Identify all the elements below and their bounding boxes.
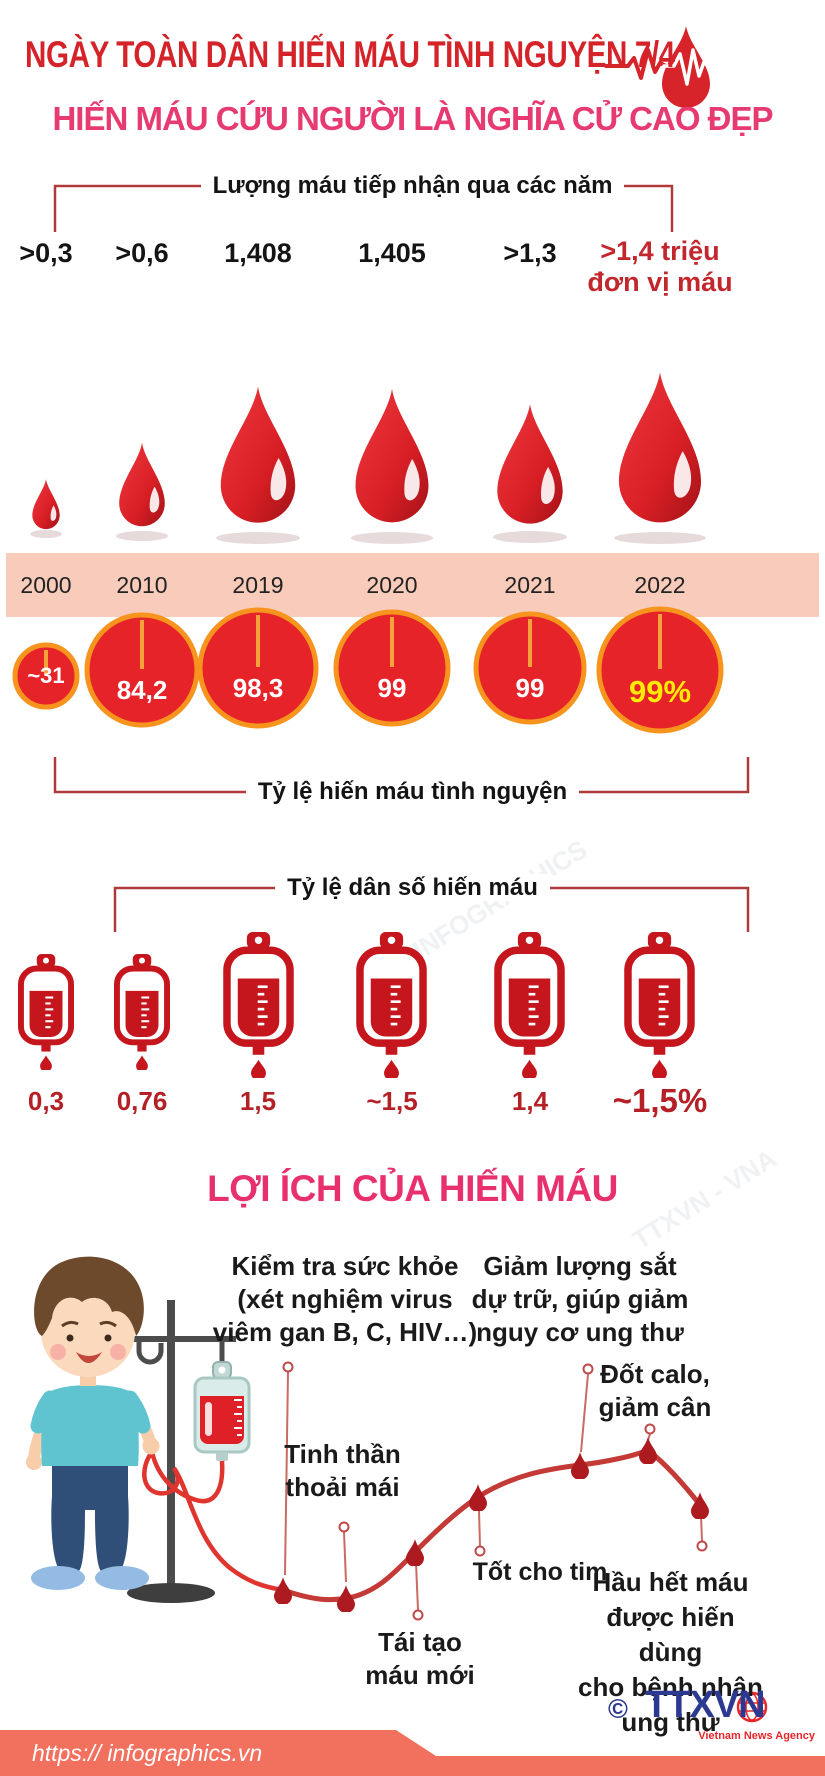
globe-icon (736, 1691, 768, 1723)
voluntary-rate-2021: 99 (515, 673, 545, 703)
curve-drop-marker (639, 1437, 657, 1464)
blood-drops-row (30, 372, 706, 544)
year-label: 2020 (366, 572, 418, 598)
voluntary-rate-2000: ~31 (27, 663, 65, 688)
benefits-section-title: LỢI ÍCH CỦA HIẾN MÁU (207, 1168, 618, 1209)
benefit-mental-comfort: Tinh thần thoải mái (284, 1439, 401, 1502)
voluntary-rate-2010: 84,2 (116, 675, 168, 705)
drop-2022 (618, 372, 702, 523)
year-label: 2022 (634, 572, 686, 598)
population-rate-2019: 1,5 (239, 1086, 277, 1116)
curve-drop-marker (274, 1577, 292, 1604)
years-banner (6, 553, 819, 617)
page-title: NGÀY TOÀN DÂN HIẾN MÁU TÌNH NGUYỆN 7/4 (25, 34, 675, 75)
footer-url[interactable]: https:// infographics.vn (32, 1740, 263, 1766)
footer-ribbon (0, 1730, 825, 1776)
population-section-title: Tỷ lệ dân số hiến máu (0, 874, 825, 902)
leader-dots (282, 1361, 708, 1621)
boy-donor-illustration (26, 1256, 284, 1603)
drop-2020 (355, 388, 429, 523)
population-rate-2020: ~1,5 (366, 1086, 418, 1116)
bag-2020 (360, 932, 423, 1080)
year-label: 2010 (116, 572, 168, 598)
rate-circle-2000 (12, 642, 80, 710)
benefit-burn-calories: Đốt calo, giảm cân (598, 1359, 712, 1422)
rate-circle-2022 (596, 606, 724, 734)
drop-2021 (497, 404, 563, 524)
volume-value-2021: >1,3 (503, 238, 557, 268)
year-label: 2021 (504, 572, 556, 598)
year-label: 2019 (232, 572, 284, 598)
volume-value-2022: >1,4 triệu đơn vị máu (580, 236, 740, 298)
bag-2010 (117, 954, 167, 1072)
population-rate-2010: 0,76 (116, 1086, 168, 1116)
curve-drop-marker (337, 1585, 355, 1612)
volume-section-title: Lượng máu tiếp nhận qua các năm (0, 172, 825, 200)
volume-value-2010: >0,6 (115, 238, 169, 268)
copyright-symbol: © (608, 1694, 628, 1724)
benefits-curve (274, 1361, 709, 1621)
drop-2010 (119, 442, 165, 527)
benefit-new-blood: Tái tạo máu mới (365, 1627, 475, 1690)
voluntary-section-title: Tỷ lệ hiến máu tình nguyện (0, 778, 825, 806)
benefit-good-for-heart: Tốt cho tim (472, 1558, 608, 1586)
curve-drop-marker (469, 1484, 487, 1511)
curve-drop-marker (571, 1452, 589, 1479)
blood-bags-row (21, 932, 691, 1080)
year-label: 2000 (20, 572, 72, 598)
volume-value-2000: >0,3 (19, 238, 73, 268)
drop-2019 (220, 386, 296, 523)
rate-circle-2020 (333, 609, 451, 727)
population-rate-2022: ~1,5% (612, 1082, 708, 1119)
benefit-health-check: Kiểm tra sức khỏe (xét nghiệm virus viêm… (212, 1251, 478, 1347)
bag-2022 (628, 932, 691, 1080)
voluntary-rate-2022: 99% (628, 674, 692, 709)
volume-value-2022-line1: >1,4 triệu (600, 236, 720, 266)
iv-hook-icon (136, 1341, 164, 1365)
volume-value-2019: 1,408 (224, 238, 292, 268)
heartbeat-drop-icon (604, 26, 710, 108)
rate-circle-2019 (197, 607, 319, 729)
volume-value-2020: 1,405 (358, 238, 426, 268)
benefit-cancer-patients: Hầu hết máu được hiến dùng cho bệnh nhân… (578, 1567, 763, 1737)
page-subtitle: HIẾN MÁU CỨU NGƯỜI LÀ NGHĨA CỬ CAO ĐẸP (52, 100, 773, 137)
voluntary-circles-row (12, 606, 724, 734)
iv-tube (149, 1451, 225, 1504)
bag-2021 (498, 932, 561, 1080)
agency-logo: TTXVN (645, 1684, 766, 1726)
bag-2000 (21, 954, 71, 1072)
voluntary-rate-2019: 98,3 (232, 673, 284, 703)
agency-name: Vietnam News Agency (698, 1730, 815, 1742)
bag-2019 (227, 932, 290, 1080)
volume-value-2022-line2: đơn vị máu (587, 267, 733, 297)
rate-circle-2010 (84, 612, 200, 728)
population-rate-2000: 0,3 (27, 1086, 65, 1116)
rate-circle-2021 (473, 611, 587, 725)
drop-2000 (32, 479, 60, 530)
leader-lines (284, 1371, 703, 1611)
benefit-iron-reduction: Giảm lượng sắt dự trữ, giúp giảm nguy cơ… (471, 1251, 689, 1347)
iv-tube-curve (142, 1450, 284, 1593)
population-rate-2021: 1,4 (511, 1086, 549, 1116)
voluntary-rate-2020: 99 (377, 673, 407, 703)
